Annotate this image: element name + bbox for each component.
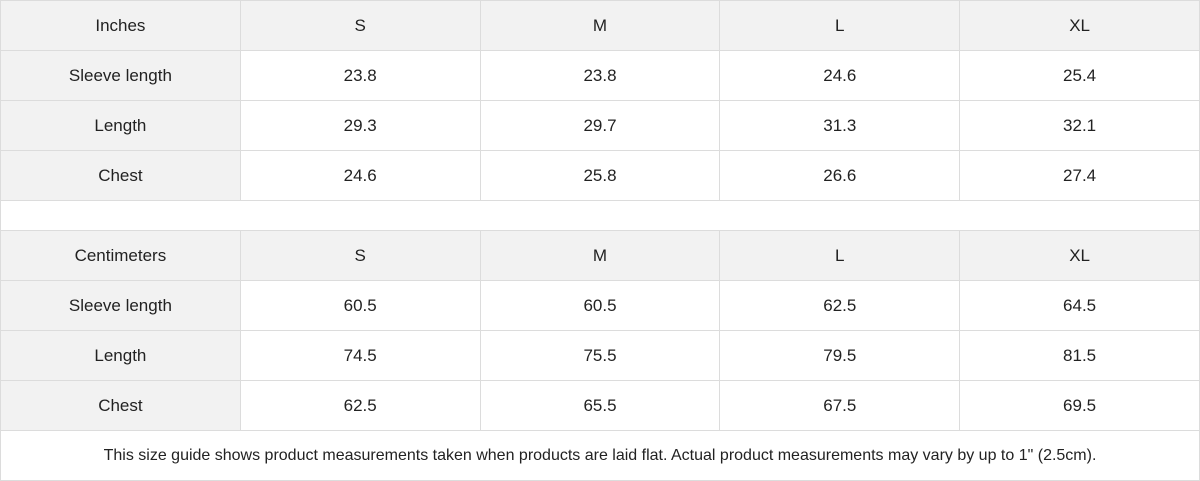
measurement-value: 60.5 bbox=[479, 280, 721, 331]
size-header: L bbox=[719, 230, 961, 281]
measurement-value: 79.5 bbox=[719, 330, 961, 381]
size-header: M bbox=[479, 0, 721, 51]
measurement-label: Length bbox=[0, 330, 241, 381]
measurement-value: 64.5 bbox=[959, 280, 1200, 331]
table-row: Chest 24.6 25.8 26.6 27.4 bbox=[0, 150, 1200, 201]
size-header: S bbox=[239, 230, 481, 281]
measurement-value: 23.8 bbox=[479, 50, 721, 101]
measurement-value: 23.8 bbox=[239, 50, 481, 101]
measurement-value: 62.5 bbox=[239, 380, 481, 431]
table-row: Chest 62.5 65.5 67.5 69.5 bbox=[0, 380, 1200, 431]
measurement-value: 27.4 bbox=[959, 150, 1200, 201]
measurement-value: 31.3 bbox=[719, 100, 961, 151]
size-header: XL bbox=[959, 0, 1200, 51]
measurement-value: 24.6 bbox=[719, 50, 961, 101]
table-row: Length 29.3 29.7 31.3 32.1 bbox=[0, 100, 1200, 151]
inches-header-row: Inches S M L XL bbox=[0, 0, 1200, 51]
measurement-value: 29.7 bbox=[479, 100, 721, 151]
measurement-value: 25.4 bbox=[959, 50, 1200, 101]
table-row: Sleeve length 60.5 60.5 62.5 64.5 bbox=[0, 280, 1200, 331]
measurement-value: 60.5 bbox=[239, 280, 481, 331]
footer-note: This size guide shows product measuremen… bbox=[0, 430, 1200, 481]
measurement-value: 65.5 bbox=[479, 380, 721, 431]
centimeters-header-row: Centimeters S M L XL bbox=[0, 230, 1200, 281]
spacer-row bbox=[0, 200, 1200, 231]
measurement-label: Chest bbox=[0, 150, 241, 201]
measurement-value: 29.3 bbox=[239, 100, 481, 151]
measurement-label: Chest bbox=[0, 380, 241, 431]
table-row: Sleeve length 23.8 23.8 24.6 25.4 bbox=[0, 50, 1200, 101]
measurement-label: Length bbox=[0, 100, 241, 151]
measurement-value: 67.5 bbox=[719, 380, 961, 431]
measurement-value: 62.5 bbox=[719, 280, 961, 331]
table-row: Length 74.5 75.5 79.5 81.5 bbox=[0, 330, 1200, 381]
size-header: S bbox=[239, 0, 481, 51]
unit-label: Inches bbox=[0, 0, 241, 51]
measurement-value: 69.5 bbox=[959, 380, 1200, 431]
measurement-value: 81.5 bbox=[959, 330, 1200, 381]
measurement-label: Sleeve length bbox=[0, 50, 241, 101]
spacer bbox=[0, 200, 1200, 231]
footer-row: This size guide shows product measuremen… bbox=[0, 430, 1200, 481]
measurement-value: 26.6 bbox=[719, 150, 961, 201]
measurement-label: Sleeve length bbox=[0, 280, 241, 331]
size-header: XL bbox=[959, 230, 1200, 281]
size-header: M bbox=[479, 230, 721, 281]
unit-label: Centimeters bbox=[0, 230, 241, 281]
size-header: L bbox=[719, 0, 961, 51]
measurement-value: 24.6 bbox=[239, 150, 481, 201]
measurement-value: 74.5 bbox=[239, 330, 481, 381]
measurement-value: 32.1 bbox=[959, 100, 1200, 151]
measurement-value: 75.5 bbox=[479, 330, 721, 381]
measurement-value: 25.8 bbox=[479, 150, 721, 201]
